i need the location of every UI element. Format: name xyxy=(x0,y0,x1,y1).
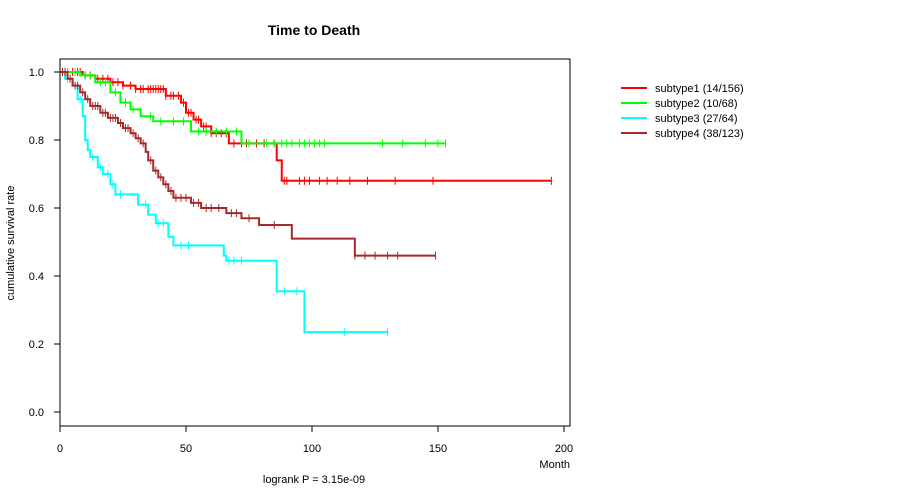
legend-label-2: subtype2 (10/68) xyxy=(655,98,738,110)
y-axis-label: cumulative survival rate xyxy=(5,186,17,301)
x-tick-label: 0 xyxy=(57,443,63,455)
legend-label-4: subtype4 (38/123) xyxy=(655,128,744,140)
survival-curve-3 xyxy=(60,71,388,334)
legend-label-1: subtype1 (14/156) xyxy=(655,83,744,95)
x-tick-label: 100 xyxy=(303,443,321,455)
survival-curve-1 xyxy=(60,71,552,182)
y-tick-label: 1.0 xyxy=(29,67,44,79)
legend-label-3: subtype3 (27/64) xyxy=(655,113,738,125)
plot-frame xyxy=(59,58,571,427)
y-tick-label: 0.8 xyxy=(29,135,44,147)
y-tick-label: 0.6 xyxy=(29,203,44,215)
survival-curve-4 xyxy=(60,71,436,257)
y-axis: 0.0 0.2 0.4 0.6 0.8 1.0 xyxy=(29,67,60,419)
y-tick-label: 0.2 xyxy=(29,339,44,351)
x-axis: 0 50 100 150 200 xyxy=(57,426,573,455)
y-tick-label: 0.0 xyxy=(29,407,44,419)
chart-title: Time to Death xyxy=(268,22,360,38)
survival-curve-2 xyxy=(60,71,446,145)
plot-series xyxy=(60,68,552,337)
x-tick-label: 50 xyxy=(180,443,192,455)
x-tick-label: 150 xyxy=(429,443,447,455)
x-axis-label: Month xyxy=(539,459,570,471)
x-tick-label: 200 xyxy=(555,443,573,455)
legend: subtype1 (14/156) subtype2 (10/68) subtype… xyxy=(621,83,744,140)
logrank-pvalue: logrank P = 3.15e-09 xyxy=(263,474,365,486)
y-tick-label: 0.4 xyxy=(29,271,44,283)
